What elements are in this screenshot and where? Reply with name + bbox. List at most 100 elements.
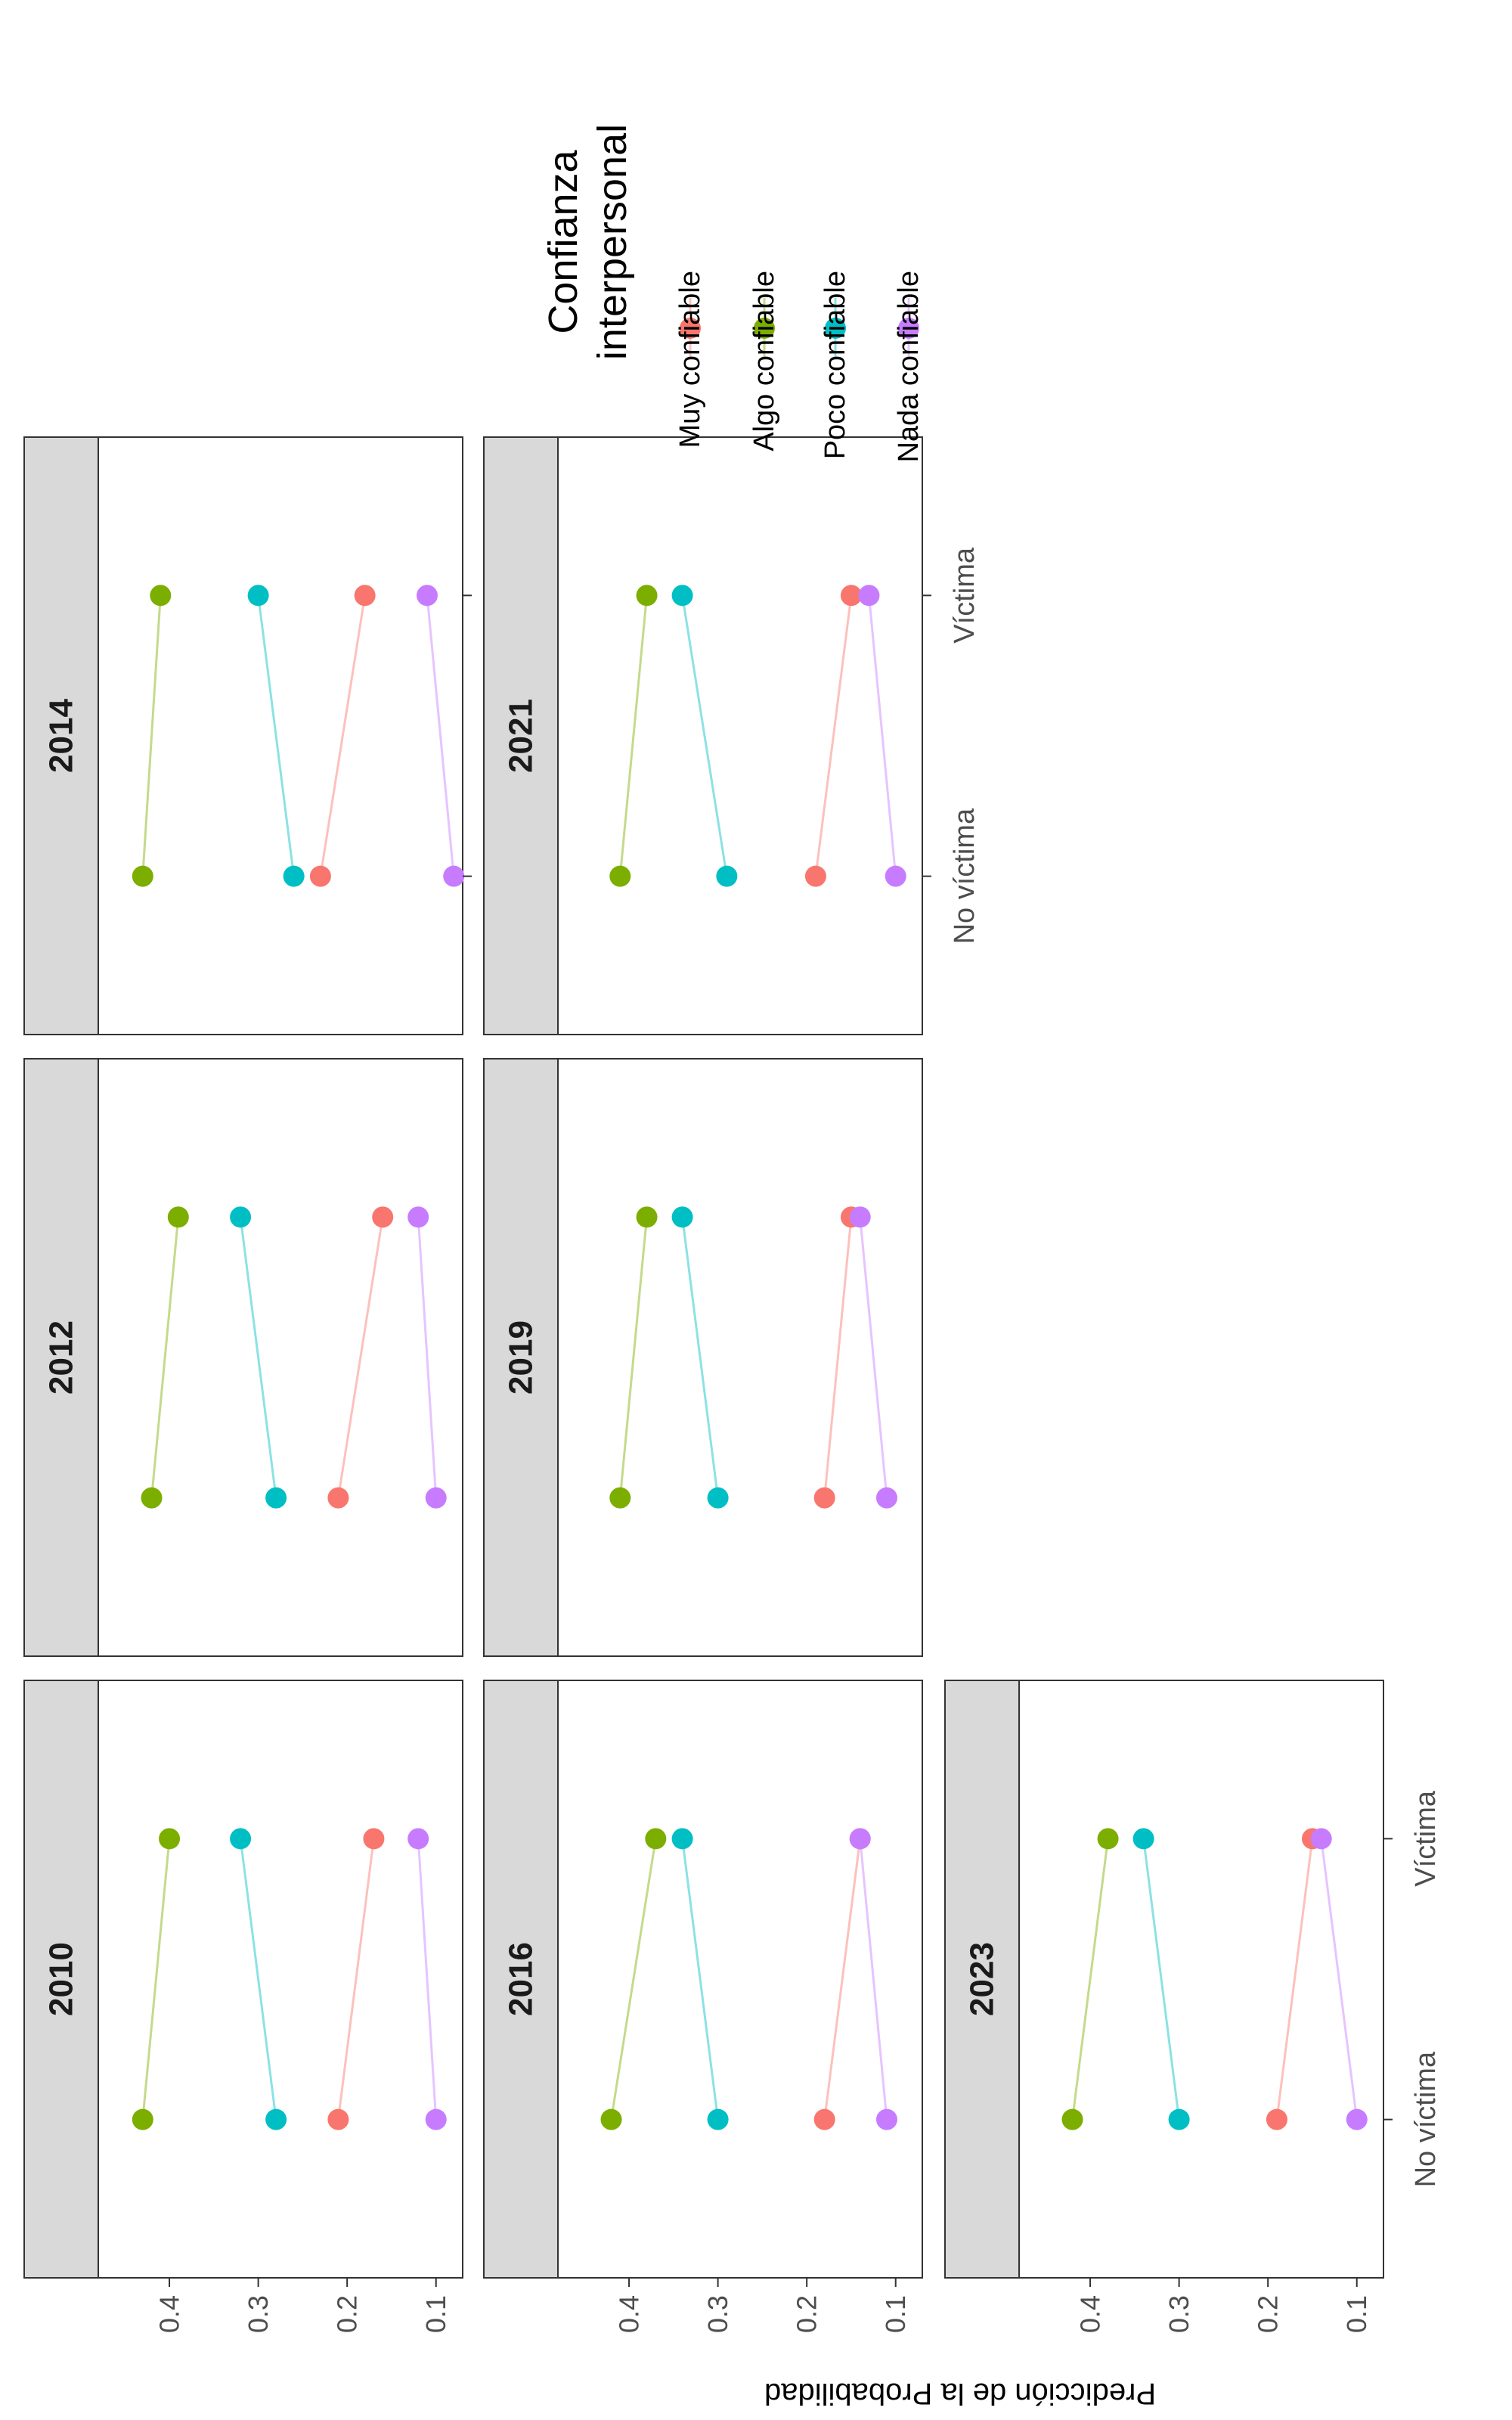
panel-2023-xtick-label-1: Víctima [1410,1790,1442,1887]
panel-2014-line-3 [426,595,455,876]
panel-2012-point-3-1 [407,1206,429,1228]
panel-2016-ytick-label-2: 0.3 [702,2295,733,2333]
panel-2010-line-1 [141,1838,171,2120]
panel-2010-ytick-label-1: 0.2 [332,2295,363,2333]
y-axis-title: Predicción de la Probabilidad [764,2377,1156,2410]
panel-2023-body [1018,1680,1384,2279]
panel-2016-point-2-1 [671,1828,693,1850]
panel-2014-point-1-0 [132,865,153,887]
panel-2010-line-0 [336,1838,375,2120]
panel-2016-line-3 [859,1838,888,2120]
panel-2012-point-3-0 [425,1487,447,1509]
panel-2012-line-0 [336,1217,384,1498]
panel-2014-point-3-1 [416,585,438,607]
panel-2019-body [557,1058,923,1657]
panel-2019-point-0-0 [813,1487,835,1509]
panel-2019-point-1-1 [636,1206,658,1228]
panel-2014-point-3-0 [443,865,465,887]
panel-2016-line-2 [681,1838,720,2120]
panel-2014-body [98,436,463,1035]
panel-2014-strip-label: 2014 [43,699,80,773]
panel-2014-strip [23,436,99,1035]
legend-label-2: Poco confiable [820,271,851,459]
legend-label-1: Algo confiable [748,271,780,451]
panel-2012-line-3 [417,1217,438,1498]
panel-2021-xtick-label-1: Víctima [949,547,981,644]
panel-2021-line-3 [867,595,897,876]
panel-2019-point-3-1 [849,1206,871,1228]
legend-label-0: Muy confiable [674,271,706,448]
panel-2012-strip [23,1058,99,1657]
panel-2012-point-0-0 [327,1487,349,1509]
panel-2014-point-0-1 [354,585,376,607]
panel-2023-ytick-label-2: 0.3 [1163,2295,1194,2333]
panel-2012-point-1-0 [141,1487,163,1509]
panel-2010-line-2 [239,1838,277,2120]
panel-2023-point-1-1 [1097,1828,1119,1850]
panel-2019-point-2-1 [671,1206,693,1228]
panel-2010-strip [23,1680,99,2279]
panel-2021-point-1-1 [636,585,658,607]
panel-2016-strip [483,1680,559,2279]
panel-2010-point-1-0 [132,2108,153,2130]
panel-2010-point-0-0 [327,2108,349,2130]
panel-2021-point-2-0 [716,865,738,887]
panel-2019-line-2 [681,1217,720,1498]
panel-2021-point-1-0 [609,865,631,887]
panel-2021-point-2-1 [671,585,693,607]
panel-2021-body [557,436,923,1035]
chart-area: 2010 0.1 0.2 0.3 0.4 2012 2014 No víctima Víctim… [23,436,1442,2410]
panel-2021-point-0-0 [804,865,826,887]
panel-2014-point-1-1 [150,585,172,607]
panel-2023-ytick-label-3: 0.4 [1075,2295,1106,2333]
legend-key-point-2 [825,318,846,339]
panel-2010-point-2-1 [230,1828,252,1850]
legend-label-3: Nada confiable [893,271,925,463]
panel-2021-line-0 [814,595,853,876]
panel-2016-body [557,1680,923,2279]
panel-2023-ytick-label-1: 0.2 [1253,2295,1284,2333]
panel-2021-line-2 [681,595,728,876]
legend-key-point-1 [754,318,775,339]
panel-2014-point-0-0 [309,865,331,887]
panel-2016-point-3-0 [875,2108,897,2130]
panel-2021-strip-label: 2021 [503,699,540,773]
panel-2012-strip-label: 2012 [43,1320,80,1395]
panel-2021-strip [483,436,559,1035]
panel-2016-ytick-label-1: 0.2 [792,2295,823,2333]
legend-key-point-0 [680,318,701,339]
panel-2019-point-3-0 [875,1487,897,1509]
panel-2010-ytick-label-3: 0.4 [154,2295,185,2333]
panel-2023-line-2 [1142,1838,1181,2120]
panel-2016-point-1-1 [645,1828,667,1850]
panel-2016-ytick-label-0: 0.1 [880,2295,911,2333]
panel-2012-point-2-0 [265,1487,287,1509]
panel-2010-line-3 [417,1838,438,2120]
panel-2023-point-2-1 [1132,1828,1154,1850]
panel-2016-strip-label: 2016 [503,1942,540,2016]
panel-2012-line-1 [150,1217,180,1498]
panel-2023-point-3-0 [1346,2108,1368,2130]
panel-2019-line-0 [823,1217,853,1498]
panel-2023-line-1 [1071,1838,1110,2120]
panel-2014-line-2 [257,595,296,876]
legend: Confianza interpersonal Muy confiable Algo … [541,124,925,463]
panel-2016-point-1-0 [600,2108,622,2130]
panel-2023-ytick-label-0: 0.1 [1341,2295,1372,2333]
panel-2021-point-3-0 [885,865,906,887]
panel-2016-ytick-label-3: 0.4 [614,2295,645,2333]
panel-2023-point-2-0 [1168,2108,1190,2130]
panel-2014-point-2-1 [247,585,269,607]
panel-2021-xtick-label-0: No víctima [949,808,981,944]
panel-2023-point-1-0 [1061,2108,1083,2130]
panel-2014-line-1 [141,595,162,876]
panel-2016-line-0 [823,1838,862,2120]
panel-2010-point-0-1 [363,1828,385,1850]
panel-2012-point-2-1 [230,1206,252,1228]
panel-2023-line-0 [1275,1838,1314,2120]
panel-2010-body [98,1680,463,2279]
panel-2010-strip-label: 2010 [43,1942,80,2016]
panel-2010-ytick-label-2: 0.3 [243,2295,274,2333]
panel-2023-point-3-1 [1310,1828,1332,1850]
